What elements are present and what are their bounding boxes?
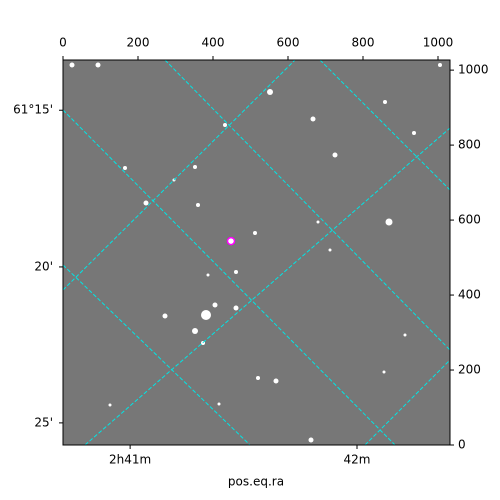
dec-tick-label: 61°15' <box>13 103 53 117</box>
y-tick-label: 200 <box>458 363 481 377</box>
x-tick-label: 800 <box>352 36 375 50</box>
x-tick-label: 1000 <box>423 36 454 50</box>
stars <box>69 62 442 443</box>
x-tick-label: 0 <box>59 36 67 50</box>
sky-image <box>63 60 450 445</box>
x-axis-label: pos.eq.ra <box>228 475 284 489</box>
y-tick-label: 800 <box>458 138 481 152</box>
dec-tick-label: 25' <box>34 415 53 429</box>
x-tick-label: 200 <box>127 36 150 50</box>
y-tick-label: 600 <box>458 213 481 227</box>
coordinate-grid <box>62 59 451 446</box>
y-tick-label: 0 <box>458 438 466 452</box>
y-tick-label: 1000 <box>458 63 489 77</box>
ra-tick-label: 42m <box>344 453 371 467</box>
ra-tick-label: 2h41m <box>109 453 151 467</box>
target-marker <box>226 236 236 246</box>
plot-frame <box>62 59 451 446</box>
y-tick-label: 400 <box>458 288 481 302</box>
x-tick-label: 400 <box>202 36 225 50</box>
x-tick-label: 600 <box>277 36 300 50</box>
dec-tick-label: 20' <box>34 259 53 273</box>
